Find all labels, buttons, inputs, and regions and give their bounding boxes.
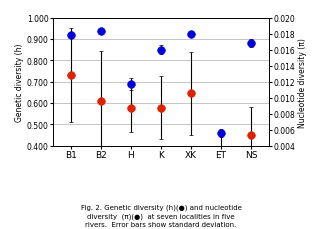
Text: Fig. 2. Genetic diversity (h)(●) and nucleotide
diversity  (π)(●)  at seven loca: Fig. 2. Genetic diversity (h)(●) and nuc… xyxy=(80,204,242,227)
Y-axis label: Genetic diversity (h): Genetic diversity (h) xyxy=(15,43,24,121)
Y-axis label: Nucleotide diversity (π): Nucleotide diversity (π) xyxy=(298,38,307,127)
